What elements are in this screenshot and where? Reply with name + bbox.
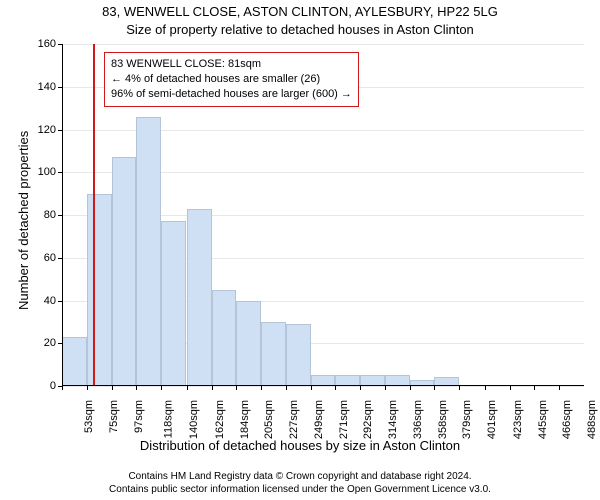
xtick-mark xyxy=(62,386,63,390)
xtick-mark xyxy=(459,386,460,390)
ytick-label: 40 xyxy=(26,295,56,307)
xtick-label: 162sqm xyxy=(214,400,226,439)
ytick-label: 120 xyxy=(26,124,56,136)
ytick-label: 60 xyxy=(26,252,56,264)
xtick-label: 445sqm xyxy=(537,400,549,439)
reference-annotation: 83 WENWELL CLOSE: 81sqm ← 4% of detached… xyxy=(104,52,359,107)
xtick-mark xyxy=(286,386,287,390)
histogram-bar xyxy=(87,194,112,386)
xtick-mark xyxy=(236,386,237,390)
xtick-label: 205sqm xyxy=(263,400,275,439)
xtick-label: 118sqm xyxy=(163,400,175,438)
xtick-label: 466sqm xyxy=(561,400,573,439)
xtick-mark xyxy=(112,386,113,390)
xtick-mark xyxy=(534,386,535,390)
xtick-mark xyxy=(485,386,486,390)
attribution-footer: Contains HM Land Registry data © Crown c… xyxy=(0,470,600,496)
xtick-label: 227sqm xyxy=(288,400,300,439)
xtick-mark xyxy=(335,386,336,390)
annotation-line-1: 83 WENWELL CLOSE: 81sqm xyxy=(111,57,352,72)
chart-title-main: 83, WENWELL CLOSE, ASTON CLINTON, AYLESB… xyxy=(0,4,600,19)
xtick-mark xyxy=(559,386,560,390)
ytick-mark xyxy=(58,130,62,131)
xtick-mark xyxy=(510,386,511,390)
xtick-label: 97sqm xyxy=(133,400,145,433)
ytick-mark xyxy=(58,87,62,88)
footer-line-2: Contains public sector information licen… xyxy=(0,483,600,496)
ytick-label: 100 xyxy=(26,166,56,178)
xtick-mark xyxy=(187,386,188,390)
gridline-h xyxy=(62,386,584,387)
xtick-mark xyxy=(410,386,411,390)
xtick-label: 271sqm xyxy=(338,400,350,439)
histogram-bar xyxy=(112,157,136,386)
annotation-line-2: ← 4% of detached houses are smaller (26) xyxy=(111,72,352,87)
annotation-line-3: 96% of semi-detached houses are larger (… xyxy=(111,87,352,102)
gridline-h xyxy=(62,44,584,45)
ytick-label: 80 xyxy=(26,209,56,221)
xtick-mark xyxy=(212,386,213,390)
xtick-label: 379sqm xyxy=(462,400,474,439)
xtick-label: 488sqm xyxy=(586,400,598,439)
xtick-label: 423sqm xyxy=(512,400,524,439)
ytick-label: 20 xyxy=(26,337,56,349)
xtick-label: 358sqm xyxy=(438,400,450,439)
xtick-mark xyxy=(261,386,262,390)
ytick-label: 140 xyxy=(26,81,56,93)
histogram-bar xyxy=(187,209,212,386)
xtick-label: 184sqm xyxy=(239,400,251,439)
xtick-mark xyxy=(87,386,88,390)
xtick-label: 314sqm xyxy=(387,400,399,439)
ytick-mark xyxy=(58,258,62,259)
xtick-mark xyxy=(385,386,386,390)
ytick-mark xyxy=(58,44,62,45)
histogram-bar xyxy=(286,324,311,386)
xtick-mark xyxy=(161,386,162,390)
xtick-label: 336sqm xyxy=(412,400,424,439)
chart-root: 83, WENWELL CLOSE, ASTON CLINTON, AYLESB… xyxy=(0,0,600,500)
xtick-mark xyxy=(136,386,137,390)
xtick-label: 140sqm xyxy=(189,400,201,439)
x-axis-line xyxy=(62,385,584,386)
histogram-bar xyxy=(212,290,236,386)
xtick-label: 292sqm xyxy=(362,400,374,439)
xtick-mark xyxy=(311,386,312,390)
ytick-label: 0 xyxy=(26,380,56,392)
ytick-mark xyxy=(58,343,62,344)
xtick-label: 53sqm xyxy=(83,400,95,433)
footer-line-1: Contains HM Land Registry data © Crown c… xyxy=(0,470,600,483)
xtick-mark xyxy=(360,386,361,390)
histogram-bar xyxy=(62,337,87,386)
xtick-label: 401sqm xyxy=(487,400,499,439)
ytick-mark xyxy=(58,172,62,173)
ytick-label: 160 xyxy=(26,38,56,50)
xtick-mark xyxy=(434,386,435,390)
y-axis-line xyxy=(62,44,63,386)
ytick-mark xyxy=(58,301,62,302)
x-axis-label: Distribution of detached houses by size … xyxy=(0,438,600,453)
xtick-label: 249sqm xyxy=(313,400,325,439)
histogram-bar xyxy=(236,301,261,387)
histogram-bar xyxy=(261,322,286,386)
histogram-bar xyxy=(136,117,161,386)
xtick-label: 75sqm xyxy=(108,400,120,433)
ytick-mark xyxy=(58,215,62,216)
chart-title-sub: Size of property relative to detached ho… xyxy=(0,22,600,37)
histogram-bar xyxy=(161,221,186,386)
reference-line xyxy=(93,44,95,386)
